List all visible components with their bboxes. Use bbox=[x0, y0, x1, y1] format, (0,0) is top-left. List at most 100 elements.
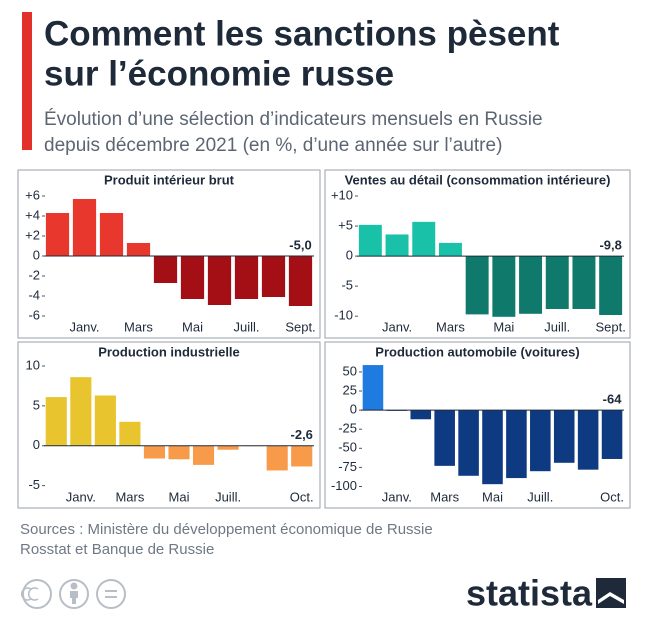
bar bbox=[168, 445, 190, 460]
x-tick-label: Janv. bbox=[66, 489, 96, 504]
x-tick-label: Juill. bbox=[215, 489, 241, 504]
y-tick-label: +5 bbox=[338, 217, 353, 232]
subtitle: depuis décembre 2021 (en %, d’une année … bbox=[44, 135, 502, 156]
bar bbox=[207, 256, 232, 305]
bar bbox=[45, 213, 70, 256]
bar bbox=[572, 256, 596, 309]
x-tick-label: Sept. bbox=[595, 319, 625, 334]
bar bbox=[266, 445, 288, 471]
bar bbox=[143, 445, 166, 459]
license-icons bbox=[21, 579, 126, 609]
y-tick-label: +6 bbox=[25, 187, 40, 202]
bar bbox=[192, 445, 215, 465]
panel-title: Ventes au détail (consommation intérieur… bbox=[345, 172, 611, 187]
x-tick-label: Mai bbox=[482, 489, 503, 504]
y-tick-label: +4 bbox=[25, 207, 40, 222]
y-tick-label: -6 bbox=[28, 307, 40, 322]
y-tick-label: 10 bbox=[26, 357, 40, 372]
bar bbox=[45, 397, 67, 446]
bar bbox=[599, 256, 623, 315]
data-label: -5,0 bbox=[289, 237, 311, 252]
bar bbox=[506, 410, 527, 479]
panel-frame bbox=[17, 169, 321, 339]
bar bbox=[362, 365, 384, 411]
x-tick-label: Juill. bbox=[544, 319, 570, 334]
bar bbox=[482, 410, 503, 485]
x-tick-label: Mars bbox=[115, 489, 144, 504]
bar bbox=[530, 410, 551, 472]
bar bbox=[438, 242, 462, 257]
x-tick-label: Mars bbox=[124, 319, 153, 334]
panel: Production automobile (voitures) 50 25 0 -25… bbox=[324, 341, 631, 509]
bar bbox=[234, 256, 259, 299]
x-tick-label: Mai bbox=[182, 319, 203, 334]
y-tick-label: -5 bbox=[341, 278, 353, 293]
bar bbox=[519, 256, 543, 314]
y-tick-label: -5 bbox=[28, 477, 40, 492]
bar bbox=[410, 410, 432, 420]
x-tick-label: Janv. bbox=[69, 319, 99, 334]
bar bbox=[94, 395, 116, 446]
y-tick-label: +10 bbox=[331, 187, 353, 202]
x-tick-label: Janv. bbox=[382, 489, 412, 504]
y-tick-label: 5 bbox=[33, 397, 40, 412]
x-tick-label: Mars bbox=[436, 319, 465, 334]
y-tick-label: 0 bbox=[33, 437, 40, 452]
panel-frame bbox=[17, 341, 321, 509]
y-tick-label: -2 bbox=[28, 267, 40, 282]
bar bbox=[126, 243, 151, 256]
x-tick-label: Mars bbox=[430, 489, 459, 504]
y-tick-label: -100 bbox=[331, 478, 357, 493]
y-tick-label: 0 bbox=[33, 247, 40, 262]
bar bbox=[553, 410, 575, 463]
bar bbox=[465, 256, 489, 315]
y-tick-label: 0 bbox=[346, 248, 353, 263]
y-tick-label: 0 bbox=[350, 402, 357, 417]
bar bbox=[180, 256, 205, 299]
y-tick-label: -4 bbox=[28, 287, 40, 302]
panel-title: Production automobile (voitures) bbox=[375, 344, 579, 359]
x-tick-label: Janv. bbox=[382, 319, 412, 334]
data-label: -9,8 bbox=[599, 238, 621, 253]
y-tick-label: 25 bbox=[343, 382, 357, 397]
panel: Produit intérieur brut +6 +4 +2 0 -2 -4 -6 Janv.… bbox=[17, 169, 321, 339]
subtitle: Évolution d’une sélection d’indicateurs … bbox=[44, 109, 543, 130]
panel-title: Production industrielle bbox=[98, 344, 240, 359]
bar bbox=[70, 377, 92, 446]
bar bbox=[458, 410, 479, 476]
panel: Production industrielle 10 5 0 -5 Janv. Mars Ma… bbox=[17, 341, 321, 509]
y-tick-label: -10 bbox=[334, 308, 353, 323]
x-tick-label: Mai bbox=[169, 489, 190, 504]
bar bbox=[288, 256, 313, 306]
x-tick-label: Juill. bbox=[527, 489, 553, 504]
x-tick-label: Oct. bbox=[290, 489, 314, 504]
source: Sources : Ministère du développement éco… bbox=[20, 521, 433, 538]
title: Comment les sanctions pèsent bbox=[44, 14, 560, 53]
bar bbox=[153, 256, 178, 283]
bar bbox=[412, 221, 436, 257]
bar bbox=[545, 256, 569, 309]
bar bbox=[72, 199, 97, 256]
y-tick-label: -25 bbox=[338, 421, 357, 436]
data-label: -64 bbox=[603, 392, 623, 407]
bar bbox=[358, 224, 382, 257]
title: sur l’économie russe bbox=[44, 54, 394, 93]
bar bbox=[217, 445, 239, 450]
brand-logo bbox=[596, 578, 626, 608]
bar bbox=[119, 421, 141, 446]
accent-bar bbox=[22, 12, 32, 150]
bar bbox=[434, 410, 455, 466]
x-tick-label: Mai bbox=[493, 319, 514, 334]
y-tick-label: -50 bbox=[338, 440, 357, 455]
bar bbox=[601, 410, 623, 459]
x-tick-label: Oct. bbox=[600, 489, 624, 504]
bar bbox=[99, 213, 124, 256]
y-tick-label: +2 bbox=[25, 227, 40, 242]
bar bbox=[385, 234, 409, 257]
bar bbox=[577, 410, 599, 470]
bar bbox=[291, 445, 313, 467]
panel-title: Produit intérieur brut bbox=[104, 172, 235, 187]
y-tick-label: -75 bbox=[338, 459, 357, 474]
x-tick-label: Sept. bbox=[285, 319, 315, 334]
